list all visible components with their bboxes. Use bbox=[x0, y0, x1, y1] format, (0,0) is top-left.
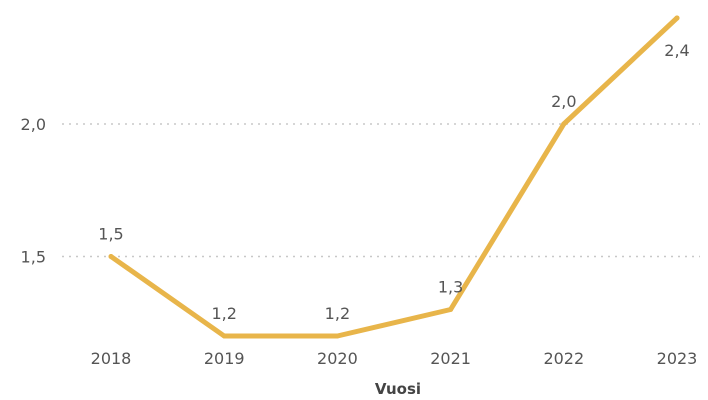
data-label: 1,3 bbox=[438, 278, 463, 297]
data-point bbox=[561, 121, 567, 127]
x-tick-label: 2022 bbox=[543, 349, 584, 368]
x-tick-label: 2019 bbox=[204, 349, 245, 368]
x-tick-label: 2018 bbox=[91, 349, 132, 368]
data-point bbox=[448, 307, 454, 312]
data-label: 1,2 bbox=[211, 304, 236, 323]
data-label: 1,2 bbox=[325, 304, 350, 323]
x-tick-label: 2020 bbox=[317, 349, 358, 368]
x-axis-ticks: 2018 2019 2020 2021 2022 2023 bbox=[91, 349, 698, 368]
y-tick-label: 1,5 bbox=[21, 248, 46, 267]
x-axis-title: Vuosi bbox=[375, 380, 421, 398]
x-tick-label: 2021 bbox=[430, 349, 471, 368]
y-tick-label: 2,0 bbox=[21, 115, 46, 134]
data-label: 1,5 bbox=[98, 225, 123, 244]
data-point bbox=[221, 333, 227, 339]
data-point bbox=[108, 254, 114, 259]
data-label: 2,4 bbox=[664, 41, 689, 60]
data-labels: 1,5 1,2 1,2 1,3 2,0 2,4 bbox=[98, 41, 689, 323]
gridlines bbox=[62, 123, 700, 258]
series-lines bbox=[108, 15, 680, 339]
y-axis-ticks: 1,5 2,0 bbox=[21, 115, 46, 267]
series-line bbox=[108, 15, 680, 339]
x-tick-label: 2023 bbox=[657, 349, 698, 368]
data-point bbox=[674, 15, 680, 21]
data-point bbox=[334, 333, 340, 339]
data-label: 2,0 bbox=[551, 92, 576, 111]
